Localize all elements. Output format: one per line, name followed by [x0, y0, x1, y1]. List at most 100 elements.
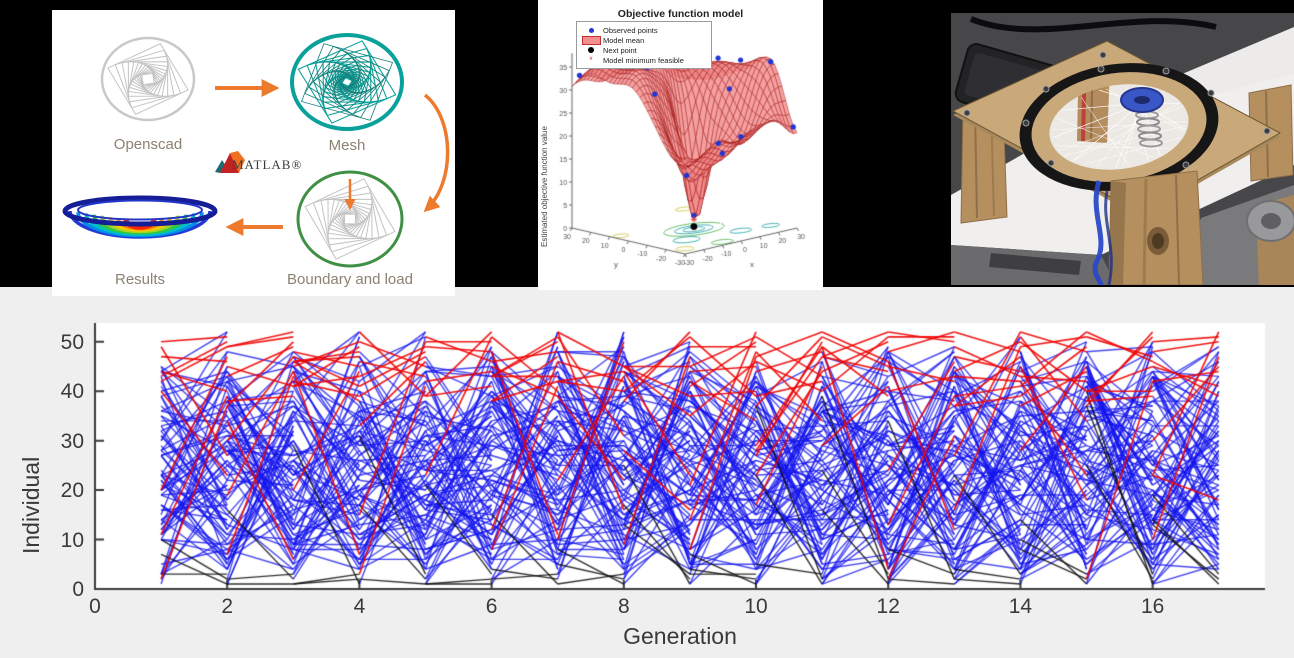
photo-string [1054, 145, 1170, 150]
boundary-node-ellipse [296, 170, 404, 268]
results-bowl-graphic [62, 195, 218, 239]
surface-plot-legend: Observed points Model mean Next point * … [576, 21, 712, 69]
genealogy-y-tick-label: 40 [60, 380, 84, 404]
photo-string [1058, 106, 1183, 152]
photo-screw [963, 109, 971, 117]
photo-screw [1022, 119, 1030, 127]
whirl-square [141, 72, 155, 86]
genealogy-x-tick-label: 10 [744, 595, 768, 618]
genealogy-plot-canvas [0, 287, 1294, 658]
whirl-square [327, 198, 373, 240]
whirl-square [339, 75, 355, 89]
red-patch-icon [579, 35, 603, 45]
genealogy-y-tick-label: 20 [60, 479, 84, 503]
arrow-mesh-to-boundary-icon [423, 93, 450, 213]
whirl-square [128, 61, 168, 97]
workflow-diagram-graphic [62, 33, 450, 268]
genealogy-y-tick-label: 30 [60, 429, 84, 453]
genealogy-y-tick-label: 10 [60, 528, 84, 552]
photo-stool-bar [989, 253, 1081, 275]
photo-screw [1097, 65, 1105, 73]
whirl-square [107, 43, 189, 115]
photo-string [1083, 137, 1181, 165]
whirl-square [334, 71, 360, 93]
whirl-square [308, 49, 386, 115]
photo-string [1072, 103, 1180, 162]
results-rim-inner [77, 199, 203, 221]
photo-string [1064, 125, 1187, 156]
photo-string [1051, 121, 1187, 131]
legend-item-observed: Observed points [579, 25, 709, 35]
whirl-square [328, 199, 372, 239]
photo-screw [1047, 159, 1055, 167]
objective-function-model-panel: Objective function model Observed points… [538, 0, 823, 290]
genealogy-x-axis-label: Generation [623, 623, 737, 649]
whirl-square [314, 54, 380, 110]
results-label: Results [114, 271, 166, 288]
genealogy-y-tick-label: 50 [60, 330, 84, 354]
photo-blue-disc [1120, 87, 1164, 113]
whirl-square [320, 192, 380, 246]
openscad-label: Openscad [113, 136, 183, 153]
whirl-square [322, 61, 372, 103]
prototype-photo-panel [951, 13, 1294, 293]
whirl-square [312, 185, 388, 253]
photo-screw [1099, 51, 1107, 59]
boundary-label: Boundary and load [287, 271, 413, 288]
whirl-square [304, 178, 396, 260]
photo-blue-cable [1092, 180, 1104, 286]
whirl-square [304, 45, 390, 119]
genealogy-x-tick-label: 6 [485, 595, 498, 618]
whirl-square [336, 73, 358, 91]
whirl-square [121, 55, 175, 103]
photo-screw [1162, 67, 1170, 75]
whirl-square [128, 61, 168, 97]
photo-screw [1263, 127, 1271, 135]
whirl-square [343, 213, 357, 225]
whirl-square [327, 199, 373, 239]
matlab-logo-text: MATLAB® [232, 157, 303, 172]
whirl-square [329, 201, 371, 237]
genealogy-x-tick-label: 8 [617, 595, 630, 618]
photo-screw [1042, 85, 1050, 93]
genealogy-x-tick-label: 16 [1140, 595, 1165, 618]
genealogy-x-tick-label: 4 [353, 595, 366, 618]
genealogy-y-tick-label: 0 [72, 578, 84, 601]
whirl-square [312, 53, 382, 111]
legend-item-next-point: Next point [579, 45, 709, 55]
black-dot-icon [579, 47, 603, 53]
photo-wooden-leg-front-center [1108, 170, 1204, 286]
whirl-square [127, 61, 169, 97]
openscad-node-ellipse [100, 36, 196, 122]
whirl-square [317, 57, 377, 107]
mesh-wireframe [297, 40, 397, 124]
whirl-square [131, 64, 165, 94]
photo-screw [1207, 89, 1215, 97]
whirl-square [300, 43, 394, 121]
blue-dot-icon [579, 27, 603, 33]
genealogy-x-tick-label: 2 [221, 595, 234, 618]
whirl-square [133, 66, 163, 92]
results-rim-outer [62, 195, 218, 227]
whirl-square [129, 63, 167, 95]
legend-item-model-mean: Model mean [579, 35, 709, 45]
matlab-logo-icon [215, 151, 245, 173]
whirl-square [334, 71, 360, 93]
whirl-square [114, 49, 182, 109]
photo-power-cable [969, 16, 1217, 33]
photo-blue-cable-strand [1104, 190, 1113, 286]
genealogy-figure: Generation Individual 0 2 4 6 8 10 12 14 16 0 10 20… [0, 287, 1294, 658]
whirl-square [331, 68, 363, 96]
genealogy-x-tick-label: 12 [876, 595, 900, 618]
mesh-label: Mesh [328, 137, 366, 154]
photo-screw [1182, 161, 1190, 169]
photo-string [1056, 117, 1155, 159]
mesh-node-ellipse [290, 33, 404, 131]
whirl-square [335, 72, 359, 92]
red-star-icon: * [589, 54, 593, 65]
legend-item-min-feasible: * Model minimum feasible [579, 55, 709, 65]
whirl-square [326, 65, 368, 99]
surface-z-axis-label: Estimated objective function value [540, 126, 549, 247]
genealogy-x-tick-label: 0 [89, 595, 101, 618]
